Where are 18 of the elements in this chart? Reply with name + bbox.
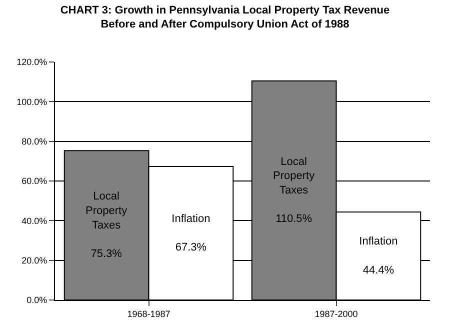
data-label: 44.4% <box>362 264 394 276</box>
y-tick-label: 100.0% <box>16 96 48 107</box>
data-label: 110.5% <box>276 213 312 226</box>
y-tick-label: 40.0% <box>22 216 48 226</box>
series-label: Local Property Taxes <box>273 156 316 196</box>
y-tick-label: 120.0% <box>16 57 48 68</box>
text: Local Property Taxes <box>86 190 128 232</box>
y-tick-label: 0.0% <box>26 295 48 306</box>
x-tick-label: 1987-2000 <box>314 308 358 319</box>
x-tick-label: 1968-1987 <box>127 308 170 319</box>
series-label: Inflation <box>172 212 210 225</box>
y-tick-label: 20.0% <box>22 255 48 266</box>
data-label: 75.3% <box>90 248 122 260</box>
y-tick-label: 60.0% <box>22 176 48 186</box>
text: Inflation <box>359 236 398 248</box>
data-label: 67.3% <box>175 242 207 254</box>
y-tick-label: 80.0% <box>22 136 48 146</box>
chart-title: CHART 3: Growth in Pennsylvania Local Property Tax Revenue Before and After Compulsory Union Act of 1988 <box>60 4 390 31</box>
